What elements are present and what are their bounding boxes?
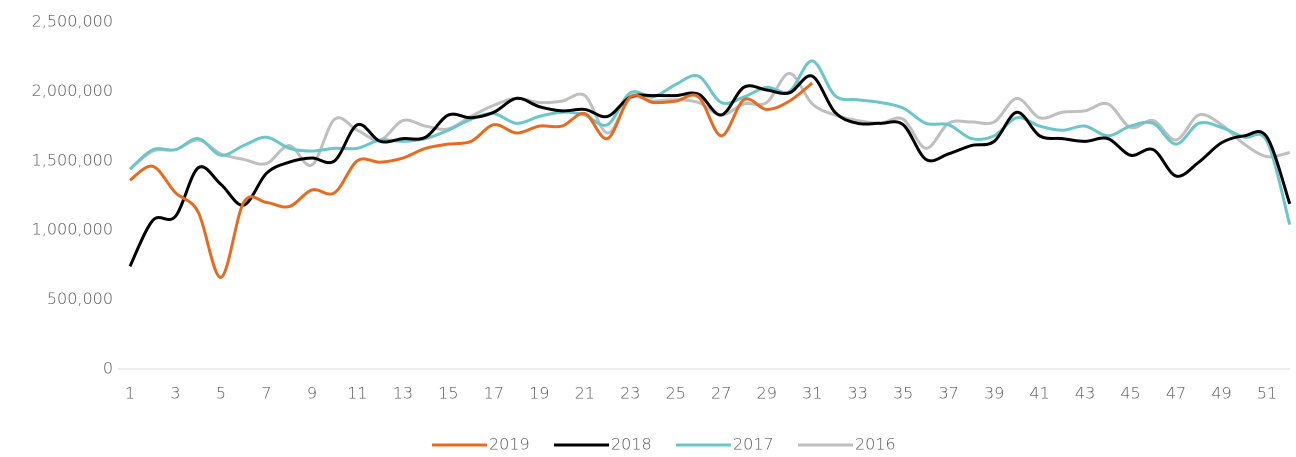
x-tick-label: 35: [893, 384, 913, 403]
x-tick-label: 9: [307, 384, 317, 403]
x-tick-label: 1: [125, 384, 135, 403]
y-tick-label: 0: [103, 359, 113, 378]
y-tick-label: 1,500,000: [32, 150, 113, 169]
x-tick-label: 3: [170, 384, 180, 403]
x-tick-label: 33: [848, 384, 868, 403]
x-tick-label: 13: [393, 384, 413, 403]
series-line: [128, 74, 1292, 267]
x-tick-label: 11: [347, 384, 367, 403]
legend-label: 2019: [489, 435, 530, 454]
x-tick-label: 17: [484, 384, 504, 403]
x-tick-label: 31: [802, 384, 822, 403]
legend-label: 2017: [733, 435, 774, 454]
x-tick-label: 15: [438, 384, 458, 403]
x-tick-label: 37: [938, 384, 958, 403]
y-tick-label: 2,000,000: [32, 81, 113, 100]
x-tick-label: 7: [261, 384, 271, 403]
x-tick-label: 21: [575, 384, 595, 403]
x-tick-label: 47: [1166, 384, 1186, 403]
x-tick-label: 5: [216, 384, 226, 403]
x-tick-label: 27: [711, 384, 731, 403]
y-tick-label: 500,000: [47, 289, 113, 308]
x-tick-label: 39: [984, 384, 1004, 403]
x-tick-label: 43: [1075, 384, 1095, 403]
legend-label: 2016: [855, 435, 896, 454]
y-tick-label: 2,500,000: [32, 12, 113, 31]
x-tick-label: 25: [666, 384, 686, 403]
legend-label: 2018: [611, 435, 652, 454]
x-tick-label: 51: [1257, 384, 1277, 403]
series-line: [129, 81, 814, 279]
x-tick-label: 49: [1211, 384, 1231, 403]
x-tick-label: 41: [1029, 384, 1049, 403]
x-tick-label: 19: [529, 384, 549, 403]
x-tick-label: 45: [1120, 384, 1140, 403]
x-tick-label: 23: [620, 384, 640, 403]
series-line: [128, 59, 1292, 226]
series-line: [129, 71, 1291, 171]
x-tick-label: 29: [757, 384, 777, 403]
y-tick-label: 1,000,000: [32, 220, 113, 239]
